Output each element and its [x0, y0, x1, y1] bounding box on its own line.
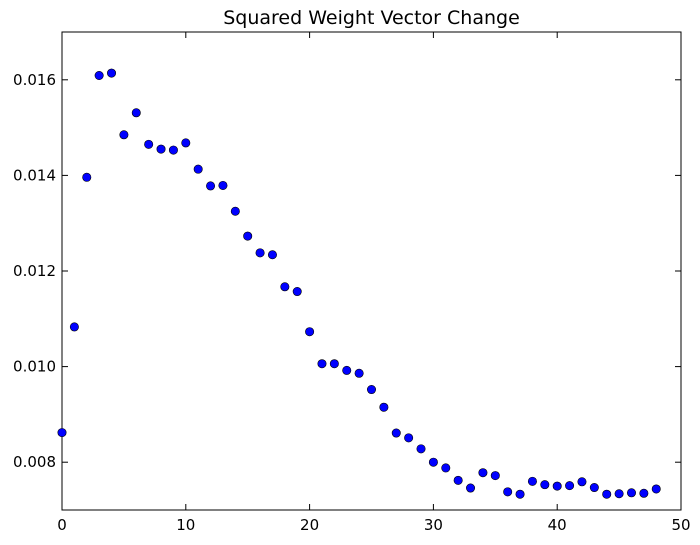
data-point [107, 68, 117, 78]
data-point [527, 476, 537, 486]
data-point [305, 327, 315, 337]
data-point [453, 475, 463, 485]
data-point [428, 457, 438, 467]
chart-title: Squared Weight Vector Change [223, 7, 520, 29]
y-tick-label: 0.014 [13, 166, 56, 184]
y-tick-label: 0.016 [13, 71, 56, 89]
data-point [478, 468, 488, 478]
data-point [490, 471, 500, 481]
data-point [416, 444, 426, 454]
x-axis-tick-labels: 0 10 20 30 40 50 [57, 516, 690, 534]
data-point [366, 385, 376, 395]
data-point [577, 477, 587, 487]
data-point [503, 487, 513, 497]
data-point [540, 480, 550, 490]
data-point [181, 138, 191, 148]
data-point [391, 428, 401, 438]
data-point [342, 365, 352, 375]
data-point [354, 368, 364, 378]
plot-area [61, 31, 682, 511]
y-tick-label: 0.012 [13, 262, 56, 280]
data-point [206, 181, 216, 191]
data-point [614, 489, 624, 499]
data-point [57, 428, 67, 438]
y-tick-label: 0.008 [13, 453, 56, 471]
x-tick-label: 0 [57, 516, 67, 534]
data-point [329, 359, 339, 369]
x-tick-label: 40 [548, 516, 567, 534]
data-point [144, 139, 154, 149]
x-tick-label: 50 [671, 516, 690, 534]
data-point [317, 359, 327, 369]
data-point [218, 180, 228, 190]
data-point [552, 481, 562, 491]
data-point [515, 489, 525, 499]
data-point [280, 282, 290, 292]
data-point [466, 483, 476, 493]
data-point [69, 322, 79, 332]
data-point [168, 145, 178, 155]
data-point [243, 231, 253, 241]
data-point [94, 70, 104, 80]
data-point [404, 433, 414, 443]
data-point [651, 484, 661, 494]
data-point [292, 287, 302, 297]
x-tick-label: 20 [300, 516, 319, 534]
y-tick-label: 0.010 [13, 358, 56, 376]
x-tick-label: 10 [176, 516, 195, 534]
data-point [589, 483, 599, 493]
y-axis-tick-labels: 0.008 0.010 0.012 0.014 0.016 [13, 71, 56, 471]
data-point [602, 489, 612, 499]
data-point [639, 488, 649, 498]
data-point [565, 481, 575, 491]
data-point [626, 488, 636, 498]
x-tick-label: 30 [424, 516, 443, 534]
data-point [131, 108, 141, 118]
data-point [193, 164, 203, 174]
data-point [230, 206, 240, 216]
data-point [156, 144, 166, 154]
data-point [379, 402, 389, 412]
data-point [267, 250, 277, 260]
data-point [441, 463, 451, 473]
data-point [119, 130, 129, 140]
data-point [255, 248, 265, 258]
axis-ticks [61, 32, 682, 510]
data-points [57, 68, 661, 499]
data-point [82, 172, 92, 182]
